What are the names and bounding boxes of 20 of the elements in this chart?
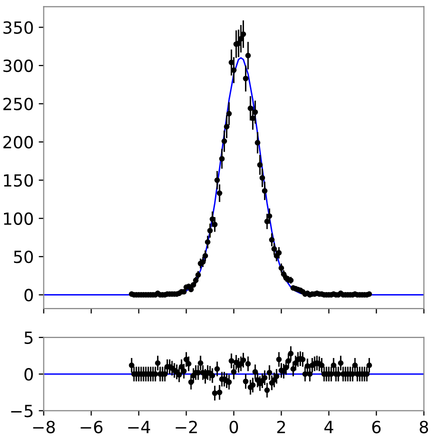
y-tick-label: 250 [3,98,33,110]
y-tick-label: 300 [3,59,33,72]
y-tick-label: 200 [3,136,33,149]
y-tick-label: 100 [4,212,33,225]
x-tick-label: −6 [80,420,102,434]
x-tick-label: −8 [33,420,55,434]
x-tick-label: 6 [372,420,381,434]
y-tick-label: 350 [3,21,33,34]
x-tick-label: −4 [128,420,150,434]
x-tick-label: −2 [176,420,197,434]
y-tick-label: −5 [11,404,33,418]
x-tick-label: 4 [324,420,334,434]
x-tick-label: 8 [420,420,428,434]
y-tick-label: 150 [4,174,33,187]
y-tick-label: 0 [24,288,33,302]
x-tick-label: 2 [277,420,285,434]
x-tick-label: 0 [230,420,238,434]
y-tick-label: 5 [24,332,33,344]
y-tick-label: 50 [14,250,33,264]
y-tick-label: 0 [24,368,33,381]
